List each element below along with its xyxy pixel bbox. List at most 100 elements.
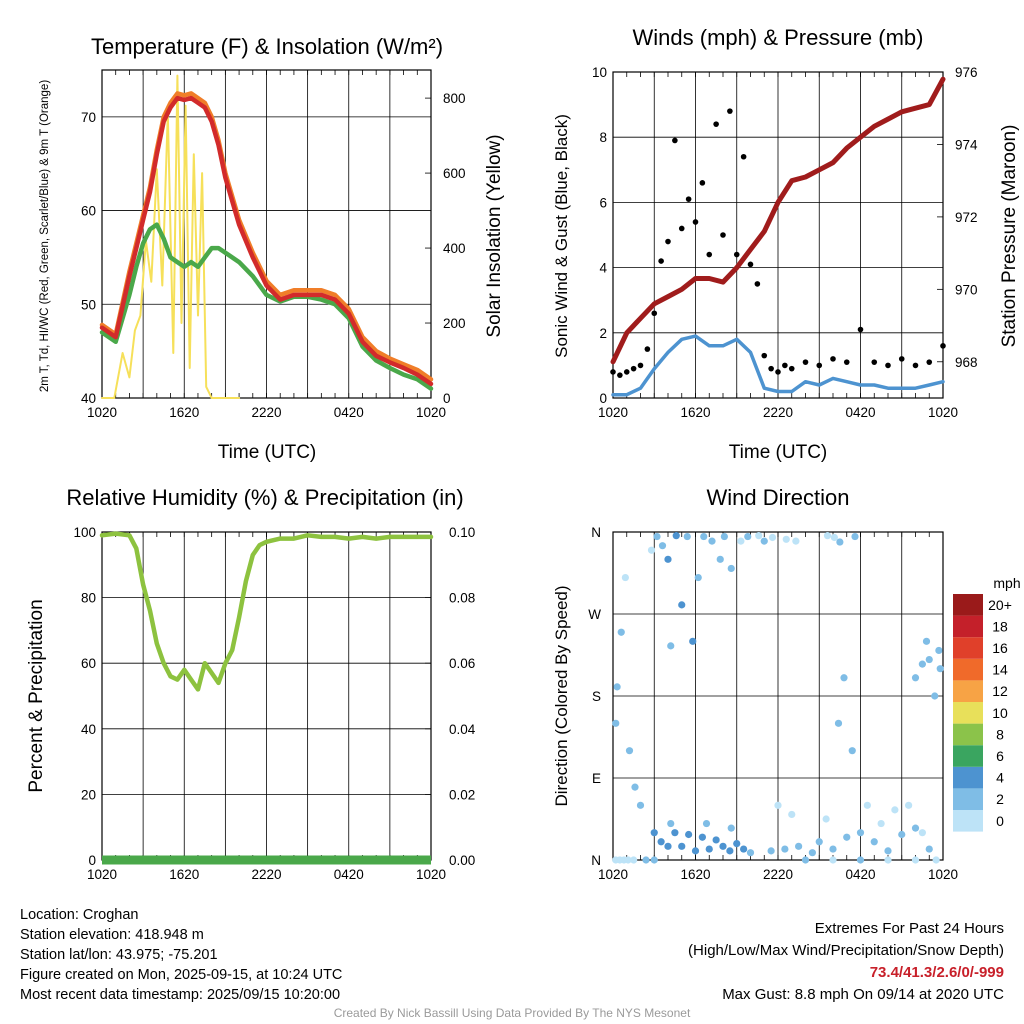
x-tick-label: 0420: [334, 867, 364, 882]
extremes-subtitle: (High/Low/Max Wind/Precipitation/Snow De…: [688, 942, 1004, 959]
direction-point: [891, 806, 899, 814]
temperature-2m-line: [99, 95, 434, 387]
y2-tick-label: 0: [443, 391, 451, 406]
colorbar-label: 0: [996, 813, 1004, 829]
direction-point: [685, 830, 693, 839]
y2-tick-label: 0.02: [449, 787, 475, 802]
direction-point: [727, 824, 735, 832]
direction-point: [898, 830, 906, 839]
direction-point: [830, 533, 838, 542]
humidity-title: Relative Humidity (%) & Precipitation (i…: [66, 485, 463, 510]
direction-point: [795, 842, 803, 850]
x-tick-label: 1020: [87, 405, 117, 420]
gust-point: [782, 362, 788, 369]
y-tick-label: 10: [592, 65, 607, 80]
x-tick-label: 1620: [169, 405, 199, 420]
direction-point: [856, 829, 865, 837]
x-tick-label: 2220: [251, 405, 281, 420]
direction-panel: Wind Direction Direction (Colored By Spe…: [552, 485, 1021, 882]
gust-point: [761, 352, 768, 359]
direction-point: [678, 601, 686, 609]
direction-point: [683, 532, 691, 541]
direction-point: [788, 810, 796, 819]
credit-text: Created By Nick Bassill Using Data Provi…: [333, 1006, 691, 1020]
temp-xlabel: Time (UTC): [218, 442, 317, 463]
direction-point: [781, 845, 789, 853]
colorbar-label: 4: [996, 770, 1004, 786]
direction-point: [698, 833, 706, 841]
direction-point: [664, 555, 672, 563]
winds-ylabel-right: Station Pressure (Maroon): [999, 125, 1020, 348]
direction-point: [848, 747, 856, 755]
direction-point: [782, 535, 790, 543]
gust-point: [788, 365, 795, 372]
colorbar-label: 20+: [988, 597, 1012, 613]
y2-tick-label: 968: [955, 355, 978, 370]
direction-point: [667, 642, 675, 650]
x-tick-label: 2220: [251, 867, 281, 882]
direction-point: [936, 665, 944, 673]
direction-point: [667, 819, 675, 828]
direction-point: [694, 573, 702, 582]
x-tick-label: 0420: [334, 405, 364, 420]
direction-point: [840, 674, 848, 682]
colorbar-label: 18: [992, 618, 1008, 634]
colorbar-label: 16: [992, 640, 1008, 656]
gust-point: [775, 369, 781, 375]
colorbar-swatch: [953, 766, 983, 789]
colorbar-swatch: [953, 723, 983, 746]
gust-point: [830, 356, 836, 362]
gust-point: [617, 372, 623, 378]
direction-point: [932, 856, 940, 864]
gust-point: [747, 261, 754, 268]
x-tick-label: 1020: [416, 867, 446, 882]
direction-point: [657, 838, 665, 846]
direction-point: [863, 801, 871, 809]
gust-point: [733, 251, 740, 258]
extremes-values: 73.4/41.3/2.6/0/-999: [869, 964, 1004, 981]
location-text: Location: Croghan: [20, 907, 139, 923]
direction-point: [935, 646, 943, 655]
y2-tick-label: 0.06: [449, 656, 475, 671]
direction-point: [630, 856, 638, 864]
humidity-ylabel: Percent & Precipitation: [26, 599, 47, 792]
y2-tick-label: 0.00: [449, 853, 475, 868]
relative-humidity-line: [99, 531, 434, 692]
x-tick-label: 1620: [680, 867, 710, 882]
x-tick-label: 1020: [416, 405, 446, 420]
x-tick-label: 2220: [763, 867, 793, 882]
colorbar-swatch: [953, 702, 983, 724]
winds-ylabel: Sonic Wind & Gust (Blue, Black): [552, 114, 571, 358]
x-tick-label: 0420: [845, 867, 875, 882]
direction-point: [691, 847, 700, 855]
y2-tick-label: 0.08: [449, 591, 475, 606]
gust-point: [678, 225, 685, 232]
direction-point: [808, 849, 816, 857]
direction-point: [884, 856, 892, 864]
x-tick-label: 1020: [928, 867, 958, 882]
direction-point: [768, 533, 777, 542]
y-tick-label: 0: [88, 853, 96, 868]
temperature-panel: Temperature (F) & Insolation (W/m²) Time…: [39, 34, 505, 463]
y-tick-label: 20: [81, 787, 96, 802]
gust-point: [857, 326, 864, 333]
direction-point: [911, 674, 920, 682]
direction-point: [851, 532, 859, 541]
y-tick-label: 40: [81, 391, 96, 406]
gust-point: [637, 362, 644, 369]
direction-point: [911, 824, 920, 832]
direction-point: [613, 683, 621, 691]
direction-point: [653, 532, 661, 541]
direction-point: [705, 845, 713, 853]
winds-xlabel: Time (UTC): [729, 442, 828, 463]
direction-point: [621, 573, 629, 582]
x-tick-label: 1020: [598, 405, 628, 420]
direction-point: [755, 532, 763, 540]
direction-point: [678, 842, 686, 850]
x-tick-label: 1020: [87, 867, 117, 882]
direction-point: [647, 546, 656, 554]
direction-point: [884, 847, 892, 855]
colorbar-swatch: [953, 615, 983, 638]
gust-point: [706, 251, 713, 258]
direction-point: [612, 719, 620, 727]
